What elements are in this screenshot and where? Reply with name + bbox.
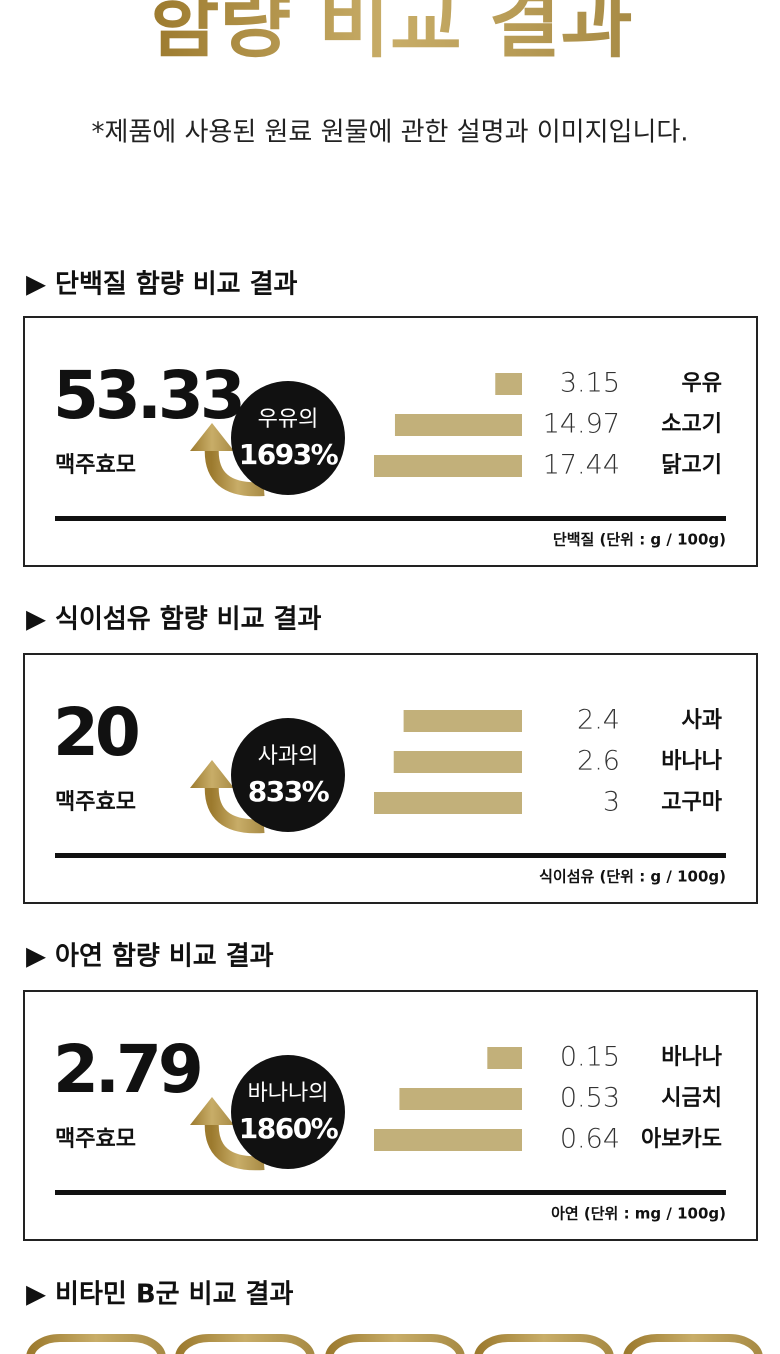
badge [231,1055,345,1169]
subtitle: *제품에 사용된 원료 원물에 관한 설명과 이미지입니다. [91,118,688,148]
bar-name: 바나나 [661,749,722,774]
arrow-curve [204,444,265,497]
bar [399,1088,522,1110]
section-box [23,653,758,904]
bar-value: 0.53 [560,1083,620,1114]
bar-name: 고구마 [661,790,722,815]
arrow-head [190,423,234,451]
badge-label: 우유의 [258,407,319,432]
arrow-head [190,1097,234,1125]
bar-value: 0.64 [560,1124,620,1155]
main-value: 2.79 [53,1031,200,1108]
bar [393,751,522,773]
bar [374,792,522,814]
badge-percent: 1860% [239,1112,339,1145]
bar-value: 3 [603,787,620,818]
arrow-curve [204,1118,265,1171]
bar [403,710,522,732]
bar-value: 2.6 [577,746,620,777]
bar-value: 3.15 [560,368,620,399]
unit-note: 아연 (단위 : mg / 100g) [551,1205,726,1223]
page-title: 함량 비교 결과 [148,0,633,68]
badge [231,718,345,832]
arrow-head [190,760,234,788]
bar-value: 17.44 [543,450,620,481]
section-box [23,316,758,567]
bar-value: 2.4 [577,705,620,736]
bottom-shapes [26,1334,763,1354]
bar-name: 사과 [682,708,722,733]
badge [231,381,345,495]
unit-note: 식이섬유 (단위 : g / 100g) [539,868,726,886]
badge-label: 사과의 [258,744,319,769]
section-box [23,990,758,1241]
bar-name: 시금치 [661,1086,722,1111]
bar-value: 14.97 [543,409,620,440]
bar-name: 소고기 [661,412,722,437]
main-value: 20 [53,694,138,771]
bar [394,414,522,436]
bar-name: 바나나 [661,1045,722,1070]
section-title: ▶ 비타민 B군 비교 결과 [26,1280,293,1310]
bar-name: 아보카도 [641,1127,722,1152]
arrow-curve [204,781,265,834]
baseline [55,1190,726,1195]
section-title: ▶ 아연 함량 비교 결과 [26,942,274,972]
bar-name: 우유 [682,371,722,396]
section-title: ▶ 식이섬유 함량 비교 결과 [26,605,321,635]
bar [487,1047,522,1069]
section-title: ▶ 단백질 함량 비교 결과 [26,270,298,300]
bar [495,373,522,395]
main-label: 맥주효모 [55,1127,136,1152]
bar [374,455,522,477]
badge-percent: 833% [248,775,330,808]
main-label: 맥주효모 [55,790,136,815]
unit-note: 단백질 (단위 : g / 100g) [553,531,726,549]
main-value: 53.33 [53,357,242,434]
bar-name: 닭고기 [661,453,722,478]
badge-label: 바나나의 [248,1081,329,1106]
bar-value: 0.15 [560,1042,620,1073]
main-label: 맥주효모 [55,453,136,478]
bar [374,1129,522,1151]
badge-percent: 1693% [239,438,339,471]
baseline [55,853,726,858]
baseline [55,516,726,521]
